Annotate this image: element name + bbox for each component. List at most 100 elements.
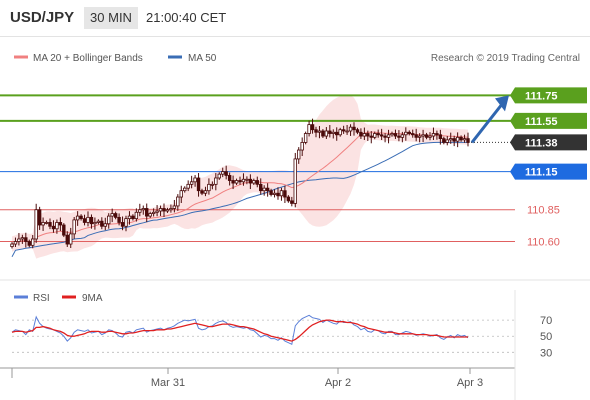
candle-body-85 bbox=[303, 133, 308, 143]
level-box-0: 111.75 bbox=[510, 87, 587, 104]
candle-body-29 bbox=[110, 213, 114, 217]
candle-body-124 bbox=[438, 134, 443, 140]
credit-label: Research © 2019 Trading Central bbox=[431, 53, 580, 64]
candle-body-18 bbox=[72, 219, 76, 235]
candle-body-17 bbox=[69, 233, 73, 245]
candle-body-70 bbox=[252, 180, 256, 184]
candle-body-93 bbox=[331, 131, 335, 134]
x-tick-label-2: Apr 3 bbox=[457, 377, 483, 389]
candle-body-77 bbox=[276, 192, 280, 197]
candle-body-96 bbox=[341, 129, 346, 132]
ma50-line bbox=[11, 141, 468, 258]
candle-body-57 bbox=[207, 183, 211, 192]
candle-body-35 bbox=[131, 215, 135, 220]
candle-body-60 bbox=[217, 173, 221, 179]
level-box-1: 111.55 bbox=[510, 112, 587, 129]
candle-body-5 bbox=[27, 241, 31, 246]
candle-body-80 bbox=[286, 196, 291, 202]
candle-body-20 bbox=[79, 215, 83, 220]
candle-body-41 bbox=[151, 211, 156, 214]
candle-body-131 bbox=[462, 138, 467, 141]
candle-body-112 bbox=[397, 135, 401, 138]
candle-body-15 bbox=[62, 224, 66, 236]
candle-body-62 bbox=[224, 171, 228, 176]
candle-body-75 bbox=[269, 190, 273, 195]
candle-body-128 bbox=[452, 138, 456, 142]
candle-body-22 bbox=[86, 216, 90, 223]
candle-body-50 bbox=[183, 187, 187, 192]
candle-body-74 bbox=[265, 187, 270, 192]
level-label-3: 111.15 bbox=[525, 167, 557, 179]
candle-body-94 bbox=[335, 131, 339, 136]
candle-body-99 bbox=[352, 126, 356, 131]
level-label-1: 111.55 bbox=[525, 116, 557, 128]
x-tick-label-1: Apr 2 bbox=[325, 377, 351, 389]
candle-body-117 bbox=[414, 134, 418, 138]
candle-body-40 bbox=[148, 213, 152, 217]
level-box-shape-2 bbox=[510, 134, 587, 151]
candle-body-78 bbox=[279, 190, 284, 197]
candle-body-120 bbox=[424, 134, 429, 138]
candle-body-119 bbox=[421, 134, 425, 137]
level-label-5: 110.60 bbox=[527, 237, 560, 249]
candle-body-12 bbox=[51, 225, 56, 230]
candle-body-132 bbox=[466, 138, 470, 143]
candle-body-61 bbox=[221, 171, 225, 175]
candle-body-69 bbox=[248, 178, 253, 184]
candle-body-1 bbox=[13, 241, 18, 245]
rsi-legend-label: RSI bbox=[33, 293, 50, 304]
ma20-legend-label: MA 20 + Bollinger Bands bbox=[33, 53, 143, 64]
candle-body-126 bbox=[445, 139, 449, 143]
rsi-tick-1: 50 bbox=[540, 331, 552, 343]
candle-body-47 bbox=[172, 205, 177, 209]
candle-body-105 bbox=[373, 133, 377, 138]
candle-body-66 bbox=[238, 180, 242, 183]
candle-body-86 bbox=[307, 124, 311, 134]
candle-body-36 bbox=[134, 211, 139, 220]
candle-body-104 bbox=[369, 135, 373, 138]
candle-body-79 bbox=[283, 190, 287, 198]
candle-body-68 bbox=[245, 178, 249, 181]
candle-body-63 bbox=[227, 175, 232, 181]
projection-arrow-head bbox=[495, 95, 509, 112]
candle-body-82 bbox=[293, 158, 297, 204]
candle-body-32 bbox=[120, 222, 125, 227]
candle-body-121 bbox=[428, 135, 432, 138]
candle-body-116 bbox=[411, 133, 415, 136]
candle-body-101 bbox=[359, 131, 363, 137]
projection-arrow-shaft bbox=[470, 104, 503, 144]
candle-body-102 bbox=[362, 133, 367, 137]
candle-body-109 bbox=[386, 134, 391, 138]
ma9-legend-label: 9MA bbox=[82, 293, 103, 304]
candle-body-97 bbox=[345, 130, 349, 133]
candle-body-107 bbox=[379, 134, 384, 137]
candle-body-123 bbox=[435, 133, 439, 136]
candle-body-90 bbox=[321, 130, 325, 137]
candle-body-110 bbox=[390, 133, 394, 136]
candle-body-44 bbox=[162, 208, 166, 212]
candle-body-88 bbox=[314, 129, 318, 133]
candle-body-38 bbox=[141, 208, 145, 211]
candles-group bbox=[10, 118, 470, 249]
chart-header: USD/JPY 30 MIN 21:00:40 CET bbox=[0, 0, 590, 36]
candle-body-125 bbox=[442, 138, 446, 143]
candle-body-48 bbox=[176, 196, 180, 207]
level-box-2: 111.38 bbox=[510, 134, 587, 151]
candle-body-14 bbox=[58, 222, 63, 226]
candle-body-10 bbox=[44, 222, 49, 224]
candle-body-92 bbox=[328, 130, 332, 134]
candle-body-100 bbox=[355, 129, 360, 133]
candle-body-71 bbox=[255, 180, 259, 185]
candle-body-19 bbox=[75, 215, 80, 221]
candle-body-65 bbox=[234, 180, 239, 184]
candle-body-26 bbox=[100, 220, 104, 227]
candle-body-58 bbox=[210, 183, 215, 186]
candle-body-59 bbox=[214, 177, 218, 185]
candle-body-87 bbox=[310, 124, 315, 131]
interval-selector[interactable]: 30 MIN bbox=[84, 7, 138, 29]
candle-body-111 bbox=[393, 133, 398, 137]
candle-body-55 bbox=[200, 190, 204, 194]
candle-body-37 bbox=[138, 209, 142, 213]
candle-body-16 bbox=[65, 234, 69, 245]
